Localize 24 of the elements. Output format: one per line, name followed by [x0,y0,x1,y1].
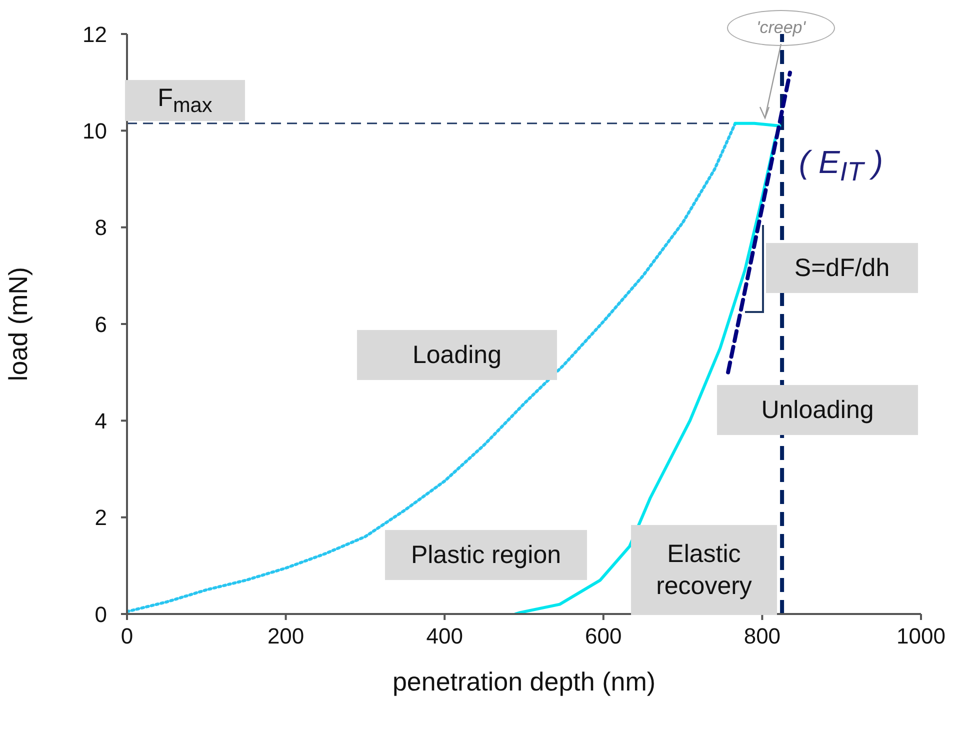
y-tick-label: 10 [82,118,107,144]
x-axis-title: penetration depth (nm) [392,666,656,696]
ref-line-label: F$_{max}$ [158,84,212,118]
y-tick-label: 8 [94,215,107,240]
x-tick-label: 600 [585,624,622,649]
annotation: Unloading [761,394,874,426]
x-tick-label: 0 [120,624,134,649]
annotation: ( E$_{IT}$ ) [798,143,884,189]
x-tick-label: 1000 [896,624,946,649]
y-axis-title: load (mN) [3,266,34,382]
annotation: Elastic recovery [655,538,753,602]
annotation: Plastic region [410,540,562,571]
y-tick-label: 0 [94,602,107,627]
y-tick-label: 6 [94,312,107,337]
y-tick-label: 12 [82,22,107,47]
annotation: S=dF/dh [794,252,890,284]
y-tick-label: 2 [94,505,107,530]
x-tick-label: 400 [426,624,463,649]
x-tick-label: 200 [267,624,304,649]
y-tick-label: 4 [94,408,107,434]
callout-ellipse: 'creep' [727,10,835,46]
annotation: 'creep' [756,18,806,38]
x-tick-label: 800 [744,624,781,649]
annotation: Loading [412,340,502,371]
